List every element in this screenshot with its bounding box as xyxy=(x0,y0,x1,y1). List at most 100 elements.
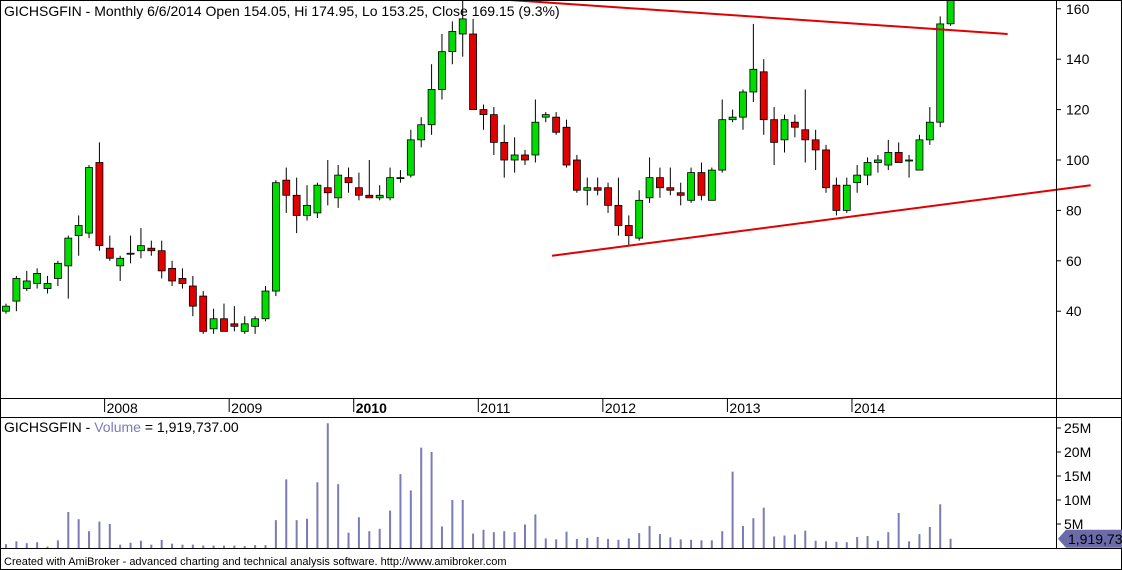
volume-symbol: GICHSGFIN - xyxy=(4,419,95,435)
candle xyxy=(251,316,260,334)
candle-body xyxy=(905,159,913,162)
candle xyxy=(344,167,353,193)
candle xyxy=(593,177,602,196)
candle xyxy=(770,107,779,166)
candle xyxy=(718,99,727,173)
candle xyxy=(801,89,810,163)
candle-body xyxy=(925,121,934,141)
candle xyxy=(365,160,374,199)
candle-body xyxy=(728,116,737,121)
candle xyxy=(749,23,758,103)
candle-body xyxy=(552,116,561,133)
candle xyxy=(105,235,114,261)
candle xyxy=(780,114,789,153)
candle xyxy=(261,286,270,322)
candle xyxy=(178,268,187,289)
candle xyxy=(822,144,830,193)
candle xyxy=(728,109,737,123)
candle-body xyxy=(759,71,768,121)
candle-body xyxy=(489,114,498,143)
candle xyxy=(95,142,104,251)
candle-body xyxy=(137,245,145,252)
candle xyxy=(355,172,363,201)
candle xyxy=(936,16,945,128)
candle-body xyxy=(458,18,467,35)
candle-body xyxy=(884,152,893,166)
year-label: 2010 xyxy=(356,400,387,416)
candle-body xyxy=(271,182,280,292)
candle xyxy=(531,99,540,163)
candle xyxy=(874,154,882,173)
price-tick-label: 160 xyxy=(1066,1,1090,17)
candle-body xyxy=(583,187,592,191)
candle xyxy=(396,170,405,183)
candle-body xyxy=(261,290,270,320)
candle-body xyxy=(894,152,903,163)
candle xyxy=(22,270,31,292)
candle xyxy=(863,157,872,186)
candle-body xyxy=(790,121,799,128)
price-tick-label: 120 xyxy=(1066,102,1090,118)
price-pane xyxy=(2,0,1091,334)
candle-body xyxy=(64,237,73,267)
candle-body xyxy=(676,192,685,196)
candle xyxy=(946,0,955,26)
candle xyxy=(448,21,457,65)
price-tick-label: 60 xyxy=(1066,253,1082,269)
candle xyxy=(334,165,343,208)
candle-body xyxy=(739,91,747,118)
candle xyxy=(43,275,52,294)
candle-body xyxy=(946,0,955,25)
candle-body xyxy=(801,129,810,141)
candle-body xyxy=(157,250,166,272)
candle xyxy=(282,167,291,213)
candle-body xyxy=(915,139,924,171)
candle-body xyxy=(562,126,571,166)
candle xyxy=(240,316,249,334)
volume-tick-label: 10M xyxy=(1064,492,1091,508)
price-tick-label: 80 xyxy=(1066,202,1082,218)
last-volume-label: 1,919,737 xyxy=(1068,531,1122,547)
candle xyxy=(417,117,426,148)
candle xyxy=(116,255,125,281)
volume-title: GICHSGFIN - Volume = 1,919,737.00 xyxy=(4,419,239,435)
candle xyxy=(687,167,695,203)
candle-body xyxy=(541,114,550,118)
volume-tick-label: 15M xyxy=(1064,468,1091,484)
candle-body xyxy=(770,119,779,143)
candle-body xyxy=(230,323,239,327)
year-label: 2008 xyxy=(107,400,138,416)
candle xyxy=(739,89,747,130)
volume-tick-label: 5M xyxy=(1064,516,1083,532)
candle xyxy=(790,114,799,138)
volume-value: = 1,919,737.00 xyxy=(140,419,239,435)
year-label: 2013 xyxy=(729,400,760,416)
candle xyxy=(168,260,176,286)
candle xyxy=(85,165,93,239)
candle xyxy=(147,240,156,256)
candle-body xyxy=(54,262,62,279)
candle-body xyxy=(22,280,31,289)
candle-body xyxy=(635,199,644,239)
candle-body xyxy=(448,31,457,53)
candle-body xyxy=(479,109,488,116)
last-volume-marker xyxy=(1058,529,1122,548)
candle-body xyxy=(780,119,789,141)
candle-body xyxy=(116,257,125,267)
candle xyxy=(137,228,145,259)
candle xyxy=(656,167,664,198)
candle xyxy=(541,112,550,123)
candle xyxy=(54,260,62,286)
candle-body xyxy=(645,177,654,199)
candle xyxy=(645,157,654,203)
candle-body xyxy=(697,172,706,196)
candle xyxy=(438,34,446,100)
chart-title: GICHSGFIN - Monthly 6/6/2014 Open 154.05… xyxy=(4,3,560,19)
volume-pane xyxy=(5,423,952,548)
candle-body xyxy=(386,177,394,199)
candle xyxy=(303,185,311,221)
candle xyxy=(199,291,208,334)
candle xyxy=(624,215,633,246)
